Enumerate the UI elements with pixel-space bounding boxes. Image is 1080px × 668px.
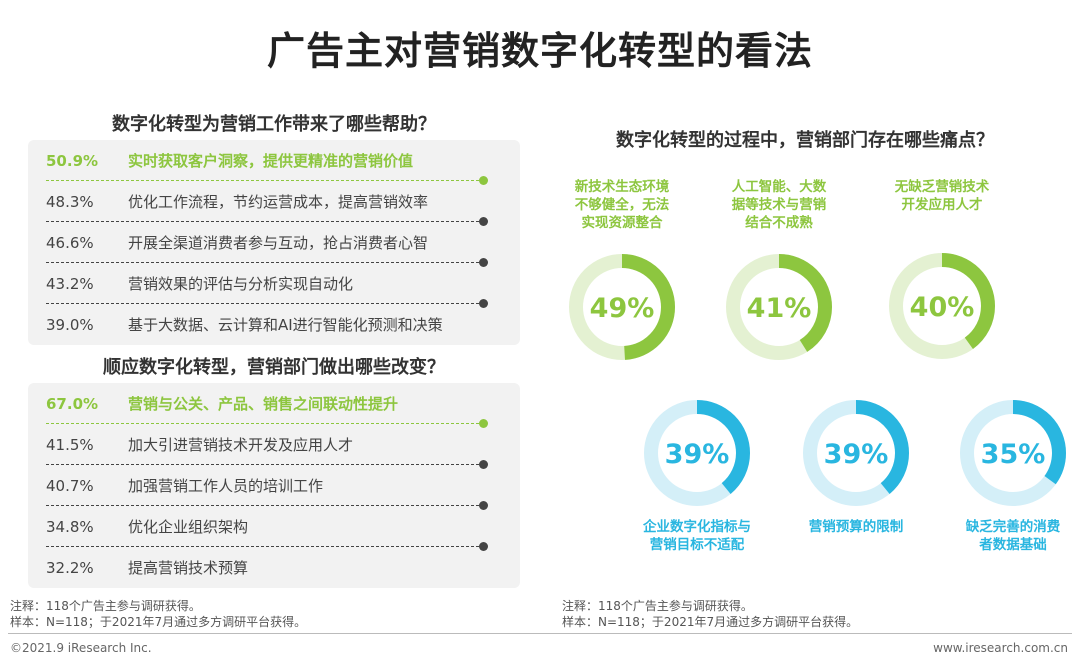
donut-percent-label: 49% (590, 293, 655, 324)
left-note: 注释：118个广告主参与调研获得。 (10, 599, 201, 613)
right-note: 注释：118个广告主参与调研获得。 (562, 599, 753, 613)
dashed-separator (46, 546, 484, 547)
item-label: 基于大数据、云计算和AI进行智能化预测和决策 (128, 316, 443, 334)
item-percent: 48.3% (46, 192, 94, 211)
painpoint-label: 缺乏完善的消费 者数据基础 (943, 518, 1080, 554)
painpoint-label: 无缺乏营销技术 开发应用人才 (872, 178, 1012, 214)
donut-arc (726, 254, 832, 360)
donut-arc (803, 400, 909, 506)
list-item: 34.8% 优化企业组织架构 (46, 506, 506, 551)
help-list: 50.9% 实时获取客户洞察，提供更精准的营销价值 48.3% 优化工作流程，节约运营… (28, 140, 520, 345)
donut-arc (889, 253, 995, 359)
painpoint-label-line: 结合不成熟 (745, 215, 813, 231)
painpoint-label-line: 据等技术与营销 (731, 197, 827, 213)
donut-track (569, 254, 675, 360)
item-label: 加大引进营销技术开发及应用人才 (128, 436, 354, 454)
list-item: 39.0% 基于大数据、云计算和AI进行智能化预测和决策 (46, 304, 506, 345)
item-label: 实时获取客户洞察，提供更精准的营销价值 (128, 152, 414, 170)
item-percent: 67.0% (46, 394, 99, 413)
item-percent: 46.6% (46, 233, 94, 252)
page-title: 广告主对营销数字化转型的看法 (266, 29, 813, 73)
painpoint-label-line: 人工智能、大数 (731, 179, 827, 195)
item-percent: 34.8% (46, 517, 94, 536)
donut-percent-label: 40% (910, 292, 975, 323)
item-label: 优化工作流程，节约运营成本，提高营销效率 (128, 193, 429, 211)
donut-track (803, 400, 909, 506)
item-percent: 43.2% (46, 274, 94, 293)
donut-arc (644, 400, 750, 506)
left-panel: 数字化转型为营销工作带来了哪些帮助？ 50.9% 实时获取客户洞察，提供更精准的营… (28, 110, 520, 588)
item-label: 营销与公关、产品、销售之间联动性提升 (128, 395, 399, 413)
change-section-title: 顺应数字化转型，营销部门做出哪些改变？ (103, 357, 445, 378)
painpoint-label-line: 开发应用人才 (901, 197, 983, 213)
list-item: 46.6% 开展全渠道消费者参与互动，抢占消费者心智 (46, 222, 506, 267)
painpoint-label-line: 企业数字化指标与 (643, 519, 751, 535)
separator-dot (479, 460, 488, 469)
donut-arc (569, 254, 675, 360)
painpoint-label: 营销预算的限制 (786, 518, 926, 536)
separator-dot (479, 299, 488, 308)
separator-dot (479, 501, 488, 510)
separator-dot (479, 542, 488, 551)
dashed-separator (46, 303, 484, 304)
painpoint-section-title: 数字化转型的过程中，营销部门存在哪些痛点？ (616, 130, 994, 151)
left-notes: 注释：118个广告主参与调研获得。 样本：N=118；于2021年7月通过多方调… (10, 598, 306, 630)
left-sample: 样本：N=118；于2021年7月通过多方调研平台获得。 (10, 615, 307, 629)
separator-dot (479, 258, 488, 267)
website-link[interactable]: www.iresearch.com.cn (933, 641, 1068, 655)
right-sample: 样本：N=118；于2021年7月通过多方调研平台获得。 (562, 615, 859, 629)
item-label: 营销效果的评估与分析实现自动化 (128, 275, 354, 293)
item-label: 提高营销技术预算 (128, 559, 249, 577)
change-list: 67.0% 营销与公关、产品、销售之间联动性提升 41.5% 加大引进营销技术开发及应… (28, 383, 520, 588)
right-notes: 注释：118个广告主参与调研获得。 样本：N=118；于2021年7月通过多方调… (562, 598, 858, 630)
donut-track (644, 400, 750, 506)
donut-percent-label: 41% (747, 293, 812, 324)
help-section-title: 数字化转型为营销工作带来了哪些帮助？ (112, 114, 436, 135)
list-item: 41.5% 加大引进营销技术开发及应用人才 (46, 424, 506, 469)
item-label: 优化企业组织架构 (128, 518, 249, 536)
donut-percent-label: 39% (824, 439, 889, 470)
donut-percent-label: 35% (981, 439, 1046, 470)
dashed-separator (46, 423, 484, 424)
donut-arc (960, 400, 1066, 506)
dashed-separator (46, 505, 484, 506)
painpoint-label-line: 营销预算的限制 (808, 519, 904, 535)
dashed-separator (46, 221, 484, 222)
dashed-separator (46, 464, 484, 465)
list-item: 67.0% 营销与公关、产品、销售之间联动性提升 (46, 383, 506, 428)
separator-dot (479, 176, 488, 185)
donut-track (726, 254, 832, 360)
copyright: ©2021.9 iResearch Inc. (10, 641, 152, 655)
painpoint-label: 人工智能、大数 据等技术与营销 结合不成熟 (709, 178, 849, 232)
painpoint-label-line: 无缺乏营销技术 (894, 179, 990, 195)
list-item: 40.7% 加强营销工作人员的培训工作 (46, 465, 506, 510)
dashed-separator (46, 180, 484, 181)
item-percent: 39.0% (46, 315, 94, 334)
dashed-separator (46, 262, 484, 263)
painpoint-label-line: 缺乏完善的消费 (965, 519, 1061, 535)
donut-track (889, 253, 995, 359)
list-item: 50.9% 实时获取客户洞察，提供更精准的营销价值 (46, 140, 506, 185)
painpoint-label-line: 不够健全，无法 (574, 197, 670, 213)
list-item: 43.2% 营销效果的评估与分析实现自动化 (46, 263, 506, 308)
item-label: 开展全渠道消费者参与互动，抢占消费者心智 (128, 234, 429, 252)
item-percent: 40.7% (46, 476, 94, 495)
item-percent: 50.9% (46, 151, 99, 170)
painpoint-label-line: 者数据基础 (979, 537, 1047, 553)
separator-dot (479, 217, 488, 226)
list-item: 32.2% 提高营销技术预算 (46, 547, 506, 588)
list-item: 48.3% 优化工作流程，节约运营成本，提高营销效率 (46, 181, 506, 226)
item-percent: 32.2% (46, 558, 94, 577)
painpoint-label-line: 营销目标不适配 (649, 537, 745, 553)
item-percent: 41.5% (46, 435, 94, 454)
painpoint-label-line: 新技术生态环境 (574, 179, 670, 195)
item-label: 加强营销工作人员的培训工作 (128, 477, 324, 495)
painpoint-label: 企业数字化指标与 营销目标不适配 (627, 518, 767, 554)
footer-divider (8, 633, 1072, 634)
donut-track (960, 400, 1066, 506)
painpoint-label-line: 实现资源整合 (581, 215, 663, 231)
donut-percent-label: 39% (665, 439, 730, 470)
painpoint-label: 新技术生态环境 不够健全，无法 实现资源整合 (552, 178, 692, 232)
separator-dot (479, 419, 488, 428)
